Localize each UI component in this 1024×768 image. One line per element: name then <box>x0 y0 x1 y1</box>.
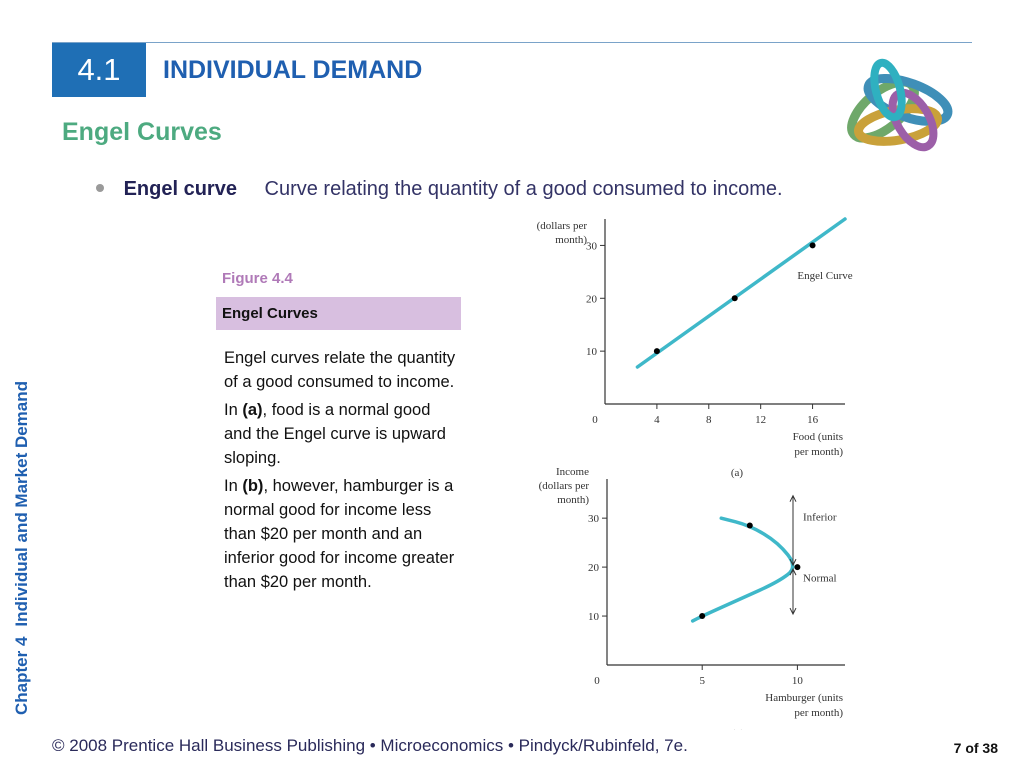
sidebar-chapter-label: Chapter 4 Individual and Market Demand <box>12 381 32 715</box>
header-rule <box>52 42 972 43</box>
panel-a-engel-curve <box>635 217 847 369</box>
panel-b: 10 20 30 0 5 10 Income (dollars per month) Hambur… <box>539 466 845 730</box>
figure-title: Engel Curves <box>222 305 318 322</box>
panel-b-data-point <box>699 613 706 620</box>
panel-a-y-tick-label: 20 <box>586 293 598 305</box>
caption-paragraph-1: Engel curves relate the quantity of a go… <box>224 346 460 394</box>
panel-b-annotation-label: Normal <box>803 573 837 585</box>
panel-a-y-tick-label: 10 <box>586 346 598 358</box>
caption-text: In <box>224 477 243 495</box>
panel-b-arrow-head <box>789 494 797 502</box>
panel-a-panel-label: (a) <box>731 467 744 479</box>
engel-curves-chart: 10 20 30 0 4 8 12 16 Income (dollars per month) Foo… <box>537 215 853 730</box>
panel-a: 10 20 30 0 4 8 12 16 Income (dollars per month) Foo… <box>537 215 853 479</box>
figure-label: Figure 4.4 <box>222 270 293 287</box>
panel-b-x-tick-label: 5 <box>699 675 705 687</box>
figure-caption: Engel curves relate the quantity of a go… <box>224 346 460 598</box>
panel-b-x-tick-label: 0 <box>594 675 600 687</box>
slide-subtitle: Engel Curves <box>62 118 222 146</box>
panel-b-engel-curve <box>690 516 795 623</box>
panel-b-data-point <box>746 522 753 529</box>
panel-b-arrow-head <box>789 607 797 616</box>
bullet-definition-text: Curve relating the quantity of a good co… <box>264 178 783 200</box>
sidebar-chapter-title: Individual and Market Demand <box>12 380 31 627</box>
caption-bold: (b) <box>242 477 264 495</box>
panel-b-x-axis-label: per month) <box>794 707 843 719</box>
panel-a-data-point <box>809 242 816 249</box>
caption-paragraph-3: In (b), however, hamburger is a normal g… <box>224 474 460 594</box>
bullet-term: Engel curve <box>123 178 237 200</box>
panel-b-annotation-label: Inferior <box>803 511 837 523</box>
caption-bold: (a) <box>242 401 263 419</box>
section-title: INDIVIDUAL DEMAND <box>163 56 423 84</box>
bullet-definition: Engel curve Curve relating the quantity … <box>96 178 783 201</box>
panel-b-y-tick-label: 20 <box>588 562 600 574</box>
panel-a-y-tick-label: 30 <box>586 240 598 252</box>
footer-copyright: © 2008 Prentice Hall Business Publishing… <box>52 736 688 755</box>
section-number-badge: 4.1 <box>52 43 146 97</box>
caption-text: In <box>224 401 243 419</box>
panel-b-panel-label: (b) <box>731 728 744 730</box>
panel-a-series-label: Engel Curve <box>797 270 852 282</box>
caption-text: , food is a normal good and the Engel cu… <box>224 401 446 467</box>
panel-a-x-tick-label: 12 <box>755 414 766 426</box>
panel-b-y-tick-label: 30 <box>588 513 600 525</box>
bullet-dot-icon <box>96 183 104 192</box>
rings-logo-icon <box>847 58 953 152</box>
panel-b-arrow-head <box>789 558 797 567</box>
panel-a-x-tick-label: 0 <box>592 414 598 426</box>
caption-paragraph-2: In (a), food is a normal good and the En… <box>224 398 460 470</box>
panel-a-x-axis-label: Food (units <box>793 431 843 443</box>
panel-b-arrow-head <box>789 567 797 576</box>
panel-b-data-point <box>794 564 801 571</box>
panel-a-x-axis-label: per month) <box>794 446 843 458</box>
caption-text: , however, hamburger is a normal good fo… <box>224 477 455 591</box>
panel-b-x-axis-label: Hamburger (units <box>765 692 843 704</box>
panel-a-data-point <box>731 295 738 302</box>
panel-a-y-axis-label: (dollars per <box>537 220 588 232</box>
panel-a-y-axis-label: month) <box>555 234 587 246</box>
figure-title-box: Engel Curves <box>216 297 461 330</box>
panel-a-x-tick-label: 8 <box>706 414 712 426</box>
panel-b-y-tick-label: 10 <box>588 611 600 623</box>
panel-b-y-axis-label: month) <box>557 494 589 506</box>
panel-b-y-axis-label: Income <box>556 466 589 478</box>
page-number: 7 of 38 <box>953 740 998 756</box>
sidebar-chapter: Chapter 4 <box>12 636 31 715</box>
panel-a-x-tick-label: 16 <box>807 414 819 426</box>
section-number: 4.1 <box>77 52 121 87</box>
panel-b-x-tick-label: 10 <box>792 675 804 687</box>
panel-b-y-axis-label: (dollars per <box>539 480 590 492</box>
panel-a-y-axis-label: Income <box>554 215 587 218</box>
panel-a-x-tick-label: 4 <box>654 414 660 426</box>
panel-a-data-point <box>653 348 660 355</box>
caption-text: Engel curves relate the quantity of a go… <box>224 349 456 391</box>
